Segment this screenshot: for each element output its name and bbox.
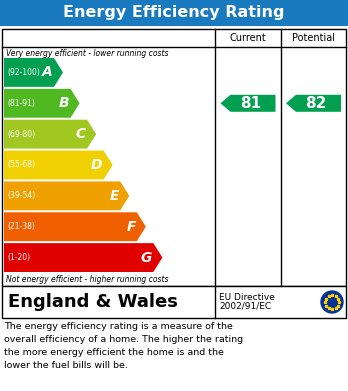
Polygon shape [4,243,163,272]
Text: Current: Current [230,33,266,43]
Text: Very energy efficient - lower running costs: Very energy efficient - lower running co… [6,49,168,58]
Text: (21-38): (21-38) [7,222,35,231]
Circle shape [321,291,343,313]
Polygon shape [4,181,129,210]
Polygon shape [4,120,96,149]
Text: The energy efficiency rating is a measure of the
overall efficiency of a home. T: The energy efficiency rating is a measur… [4,322,243,369]
Text: 81: 81 [240,96,261,111]
Text: F: F [126,220,136,234]
Polygon shape [286,95,341,112]
Text: (81-91): (81-91) [7,99,35,108]
Text: (69-80): (69-80) [7,130,35,139]
Text: Not energy efficient - higher running costs: Not energy efficient - higher running co… [6,275,168,284]
Polygon shape [4,58,63,87]
Text: B: B [59,96,70,110]
Text: (92-100): (92-100) [7,68,40,77]
Polygon shape [4,151,113,179]
Bar [0,0,348,26]
Polygon shape [4,212,146,241]
Bar [2,286,346,318]
Text: Energy Efficiency Rating: Energy Efficiency Rating [63,5,285,20]
Text: England & Wales: England & Wales [8,293,178,311]
Polygon shape [221,95,276,112]
Text: (39-54): (39-54) [7,191,35,200]
Text: D: D [91,158,103,172]
Text: C: C [76,127,86,141]
Text: 2002/91/EC: 2002/91/EC [219,301,271,310]
Text: E: E [110,189,119,203]
Text: (55-68): (55-68) [7,160,35,170]
Text: G: G [141,251,152,265]
Text: A: A [42,65,53,79]
Text: (1-20): (1-20) [7,253,30,262]
Polygon shape [4,89,80,118]
Text: 82: 82 [305,96,327,111]
Text: Potential: Potential [292,33,335,43]
Bar [2,29,346,286]
Text: EU Directive: EU Directive [219,294,275,303]
